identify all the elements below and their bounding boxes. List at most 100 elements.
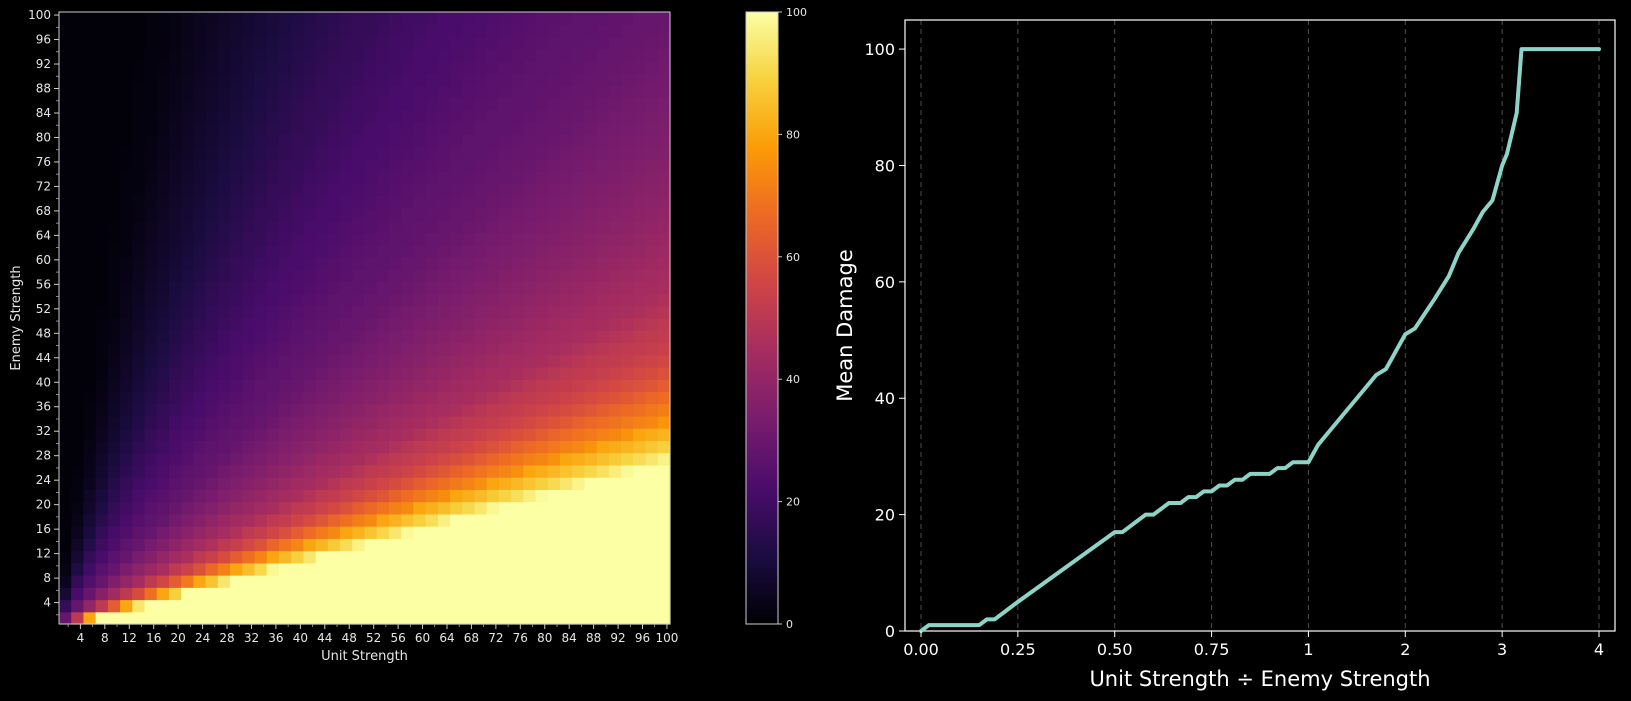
heatmap-cell bbox=[71, 244, 85, 258]
heatmap-cell bbox=[132, 134, 146, 148]
heatmap-cell bbox=[254, 305, 268, 319]
heatmap-cell bbox=[572, 97, 586, 111]
heatmap-cell bbox=[535, 354, 549, 368]
heatmap-cell bbox=[401, 244, 414, 258]
heatmap-cell bbox=[327, 366, 341, 380]
heatmap-cell bbox=[560, 183, 573, 197]
heatmap-cell bbox=[266, 232, 280, 246]
heatmap-cell bbox=[437, 134, 451, 148]
heatmap-cell bbox=[401, 85, 414, 99]
heatmap-cell bbox=[450, 354, 463, 368]
heatmap-cell bbox=[572, 550, 586, 564]
heatmap-cell bbox=[645, 538, 659, 552]
heatmap-cell bbox=[474, 477, 488, 490]
heatmap-cell bbox=[254, 73, 268, 87]
heatmap-cell bbox=[71, 587, 85, 601]
heatmap-cell bbox=[474, 244, 488, 258]
heatmap-cell bbox=[95, 477, 109, 490]
heatmap-cell bbox=[144, 599, 158, 613]
heatmap-cell bbox=[340, 36, 353, 50]
heatmap-y-tick-label: 76 bbox=[36, 155, 51, 169]
heatmap-cell bbox=[217, 183, 231, 197]
heatmap-cell bbox=[132, 599, 146, 613]
heatmap-cell bbox=[437, 269, 451, 282]
heatmap-cell bbox=[645, 330, 659, 344]
heatmap-cell bbox=[120, 207, 133, 221]
heatmap-cell bbox=[120, 146, 133, 160]
heatmap-cell bbox=[168, 342, 182, 356]
heatmap-cell bbox=[450, 134, 463, 148]
colorbar-gradient bbox=[745, 11, 779, 625]
heatmap-cell bbox=[254, 12, 268, 25]
heatmap-cell bbox=[523, 489, 537, 503]
heatmap-cell bbox=[645, 366, 659, 380]
heatmap-cell bbox=[156, 575, 170, 588]
heatmap-cell bbox=[156, 171, 170, 184]
heatmap-cell bbox=[303, 428, 317, 441]
heatmap-cell bbox=[535, 366, 549, 380]
heatmap-cell bbox=[450, 281, 463, 295]
heatmap-cell bbox=[413, 464, 427, 478]
heatmap-cell bbox=[425, 562, 439, 576]
heatmap-cell bbox=[547, 232, 561, 246]
heatmap-cell bbox=[388, 24, 402, 38]
heatmap-cell bbox=[511, 403, 524, 417]
heatmap-cell bbox=[376, 379, 390, 393]
heatmap-cell bbox=[156, 109, 170, 123]
heatmap-cell bbox=[474, 489, 488, 503]
heatmap-cell bbox=[633, 171, 647, 184]
heatmap-cell bbox=[315, 232, 329, 246]
heatmap-cell bbox=[462, 464, 476, 478]
heatmap-cell bbox=[437, 440, 451, 454]
heatmap-cell bbox=[413, 146, 427, 160]
heatmap-cell bbox=[95, 134, 109, 148]
heatmap-cell bbox=[645, 513, 659, 527]
heatmap-cell bbox=[205, 538, 219, 552]
heatmap-cell bbox=[59, 342, 72, 356]
heatmap-cell bbox=[340, 526, 353, 539]
heatmap-cell bbox=[621, 48, 634, 62]
heatmap-cell bbox=[303, 538, 317, 552]
heatmap-cell bbox=[657, 575, 671, 588]
heatmap-cell bbox=[83, 109, 97, 123]
heatmap-cell bbox=[511, 281, 524, 295]
heatmap-cell bbox=[181, 244, 195, 258]
heatmap-cell bbox=[217, 403, 231, 417]
heatmap-cell bbox=[364, 122, 378, 135]
heatmap-cell bbox=[437, 538, 451, 552]
heatmap-cell bbox=[376, 269, 390, 282]
heatmap-cell bbox=[327, 195, 341, 209]
heatmap-cell bbox=[83, 122, 97, 135]
heatmap-cell bbox=[450, 599, 463, 613]
heatmap-cell bbox=[193, 232, 207, 246]
heatmap-cell bbox=[486, 97, 500, 111]
heatmap-cell bbox=[596, 281, 610, 295]
heatmap-cell bbox=[474, 183, 488, 197]
heatmap-cell bbox=[193, 97, 207, 111]
heatmap-cell bbox=[425, 134, 439, 148]
heatmap-cell bbox=[352, 232, 366, 246]
heatmap-cell bbox=[425, 452, 439, 466]
heatmap-cell bbox=[205, 305, 219, 319]
heatmap-x-tick-label: 72 bbox=[488, 631, 503, 645]
heatmap-cell bbox=[120, 171, 133, 184]
heatmap-cell bbox=[560, 220, 573, 233]
heatmap-cell bbox=[498, 244, 512, 258]
heatmap-cell bbox=[584, 293, 598, 307]
heatmap-cell bbox=[388, 207, 402, 221]
heatmap-cell bbox=[376, 171, 390, 184]
heatmap-cell bbox=[132, 195, 146, 209]
heatmap-cell bbox=[181, 415, 195, 429]
heatmap-cell bbox=[425, 36, 439, 50]
heatmap-cell bbox=[388, 48, 402, 62]
heatmap-cell bbox=[364, 428, 378, 441]
heatmap-cell bbox=[266, 220, 280, 233]
heatmap-cell bbox=[450, 330, 463, 344]
heatmap-cell bbox=[511, 171, 524, 184]
heatmap-cell bbox=[303, 85, 317, 99]
heatmap-cell bbox=[71, 293, 85, 307]
heatmap-cell bbox=[584, 207, 598, 221]
heatmap-x-tick-label: 64 bbox=[439, 631, 454, 645]
heatmap-cell bbox=[132, 60, 146, 74]
heatmap-cell bbox=[401, 207, 414, 221]
